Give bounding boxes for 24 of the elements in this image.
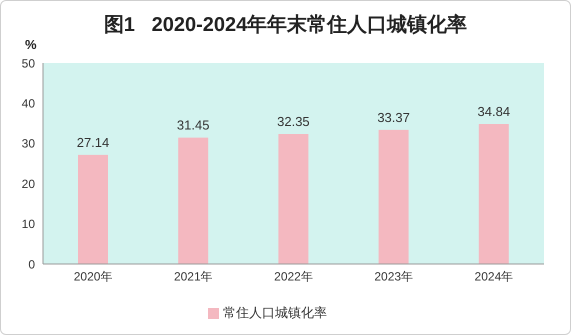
y-tick-label: 0	[28, 257, 36, 272]
legend-label: 常住人口城镇化率	[223, 305, 327, 320]
y-tick-label: 10	[22, 217, 36, 232]
data-label: 33.37	[377, 110, 410, 125]
data-label: 27.14	[76, 134, 110, 150]
y-axis-title: %	[25, 37, 37, 52]
x-tick-label: 2023年	[374, 270, 414, 284]
data-label: 34.84	[478, 104, 510, 119]
x-tick-label: 2022年	[274, 270, 313, 284]
bar	[78, 154, 108, 264]
bar	[378, 130, 409, 264]
x-tick-label: 2020年	[74, 270, 112, 284]
chart-title: 图1 2020-2024年年末常住人口城镇化率	[102, 12, 468, 38]
y-tick-label: 50	[22, 56, 36, 70]
y-tick-label: 30	[22, 136, 36, 151]
bar	[478, 124, 509, 264]
y-tick-label: 20	[22, 176, 36, 191]
x-tick-label: 2021年	[174, 270, 213, 284]
bar	[278, 134, 308, 264]
data-label: 31.45	[176, 118, 210, 133]
y-tick-label: 40	[22, 96, 36, 110]
bar	[178, 138, 208, 264]
x-tick-label: 2024年	[474, 270, 514, 284]
data-label: 32.35	[277, 114, 310, 129]
